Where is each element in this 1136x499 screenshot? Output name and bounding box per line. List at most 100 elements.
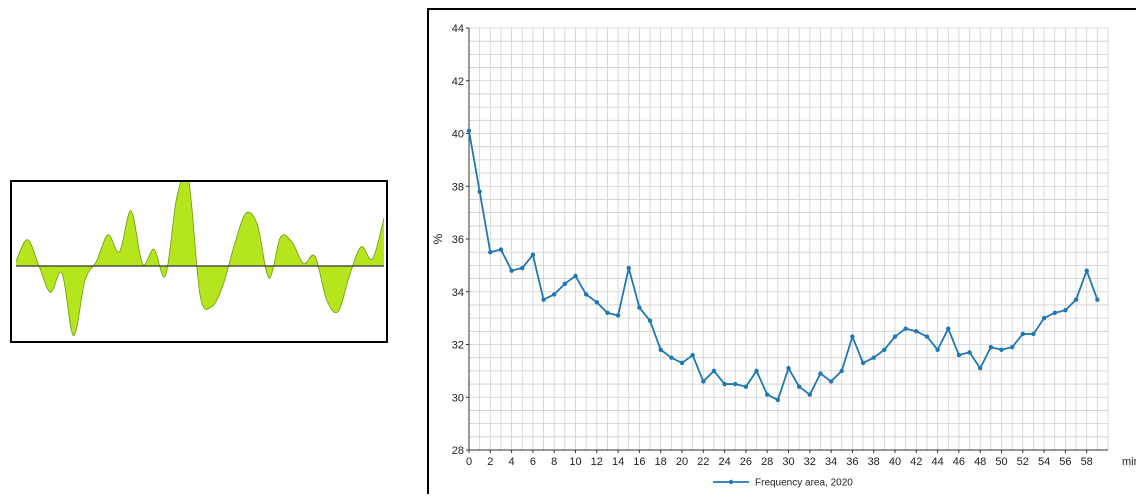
data-point: [765, 392, 769, 396]
data-point: [541, 297, 545, 301]
data-point: [669, 355, 673, 359]
x-tick-label: 2: [487, 456, 493, 468]
data-point: [903, 326, 907, 330]
x-tick-label: 28: [761, 456, 773, 468]
data-point: [488, 250, 492, 254]
x-tick-label: 12: [591, 456, 603, 468]
y-tick-label: 28: [452, 445, 464, 457]
x-tick-label: 58: [1081, 456, 1093, 468]
data-point: [1031, 332, 1035, 336]
data-point: [893, 334, 897, 338]
x-tick-label: 34: [825, 456, 837, 468]
frequency-line-chart: 28 30 32 34 36 38 40 42 44 0 2 4 6 8 10 12 14 16 18 20 22 24 2…: [427, 8, 1136, 494]
data-point: [808, 392, 812, 396]
data-point: [882, 348, 886, 352]
data-point: [659, 348, 663, 352]
x-tick-label: 54: [1038, 456, 1050, 468]
y-tick-label: 42: [452, 76, 464, 88]
data-point: [1010, 345, 1014, 349]
x-tick-label: 52: [1017, 456, 1029, 468]
y-tick-label: 30: [452, 392, 464, 404]
x-tick-label: 48: [974, 456, 986, 468]
data-point: [680, 361, 684, 365]
x-tick-label: 36: [846, 456, 858, 468]
wave-area-fill: [16, 182, 384, 336]
grid-lines: [469, 28, 1108, 450]
data-point: [595, 300, 599, 304]
data-point: [477, 189, 481, 193]
y-tick-label: 40: [452, 129, 464, 141]
x-tick-label: 38: [868, 456, 880, 468]
data-point: [690, 353, 694, 357]
x-tick-label: 30: [782, 456, 794, 468]
data-point: [616, 313, 620, 317]
wave-area-plot: [12, 182, 386, 341]
data-point: [914, 329, 918, 333]
data-point: [967, 350, 971, 354]
x-tick-label: 22: [697, 456, 709, 468]
data-point: [1085, 268, 1089, 272]
x-tick-label: 42: [910, 456, 922, 468]
data-point: [797, 385, 801, 389]
data-point: [786, 366, 790, 370]
data-point: [627, 266, 631, 270]
y-tick-label: 44: [452, 23, 464, 35]
x-axis-label: min: [1122, 456, 1136, 468]
data-point: [637, 305, 641, 309]
data-point: [520, 266, 524, 270]
data-point: [1021, 332, 1025, 336]
data-point: [509, 268, 513, 272]
y-tick-label: 32: [452, 340, 464, 352]
data-point: [946, 326, 950, 330]
x-tick-label: 6: [530, 456, 536, 468]
x-tick-label: 4: [509, 456, 515, 468]
data-point: [872, 355, 876, 359]
wave-area-chart: [10, 180, 388, 343]
data-point: [989, 345, 993, 349]
data-point: [605, 311, 609, 315]
data-point: [531, 253, 535, 257]
data-point: [1063, 308, 1067, 312]
x-tick-label: 16: [633, 456, 645, 468]
data-point: [818, 371, 822, 375]
x-tick-label: 18: [655, 456, 667, 468]
x-tick-label: 10: [569, 456, 581, 468]
x-tick-label: 32: [804, 456, 816, 468]
x-tick-label: 46: [953, 456, 965, 468]
data-point: [840, 369, 844, 373]
data-point: [1095, 297, 1099, 301]
data-point: [935, 348, 939, 352]
x-tick-label: 20: [676, 456, 688, 468]
y-tick-label: 38: [452, 181, 464, 193]
data-point: [999, 348, 1003, 352]
y-tick-label: 36: [452, 234, 464, 246]
y-axis-label: %: [431, 233, 445, 244]
x-tick-label: 50: [995, 456, 1007, 468]
x-tick-label: 44: [931, 456, 943, 468]
data-point: [722, 382, 726, 386]
data-point: [754, 369, 758, 373]
data-point: [573, 274, 577, 278]
data-point: [978, 366, 982, 370]
data-point: [1042, 316, 1046, 320]
data-point: [712, 369, 716, 373]
data-point: [925, 334, 929, 338]
data-point: [648, 319, 652, 323]
data-point: [776, 398, 780, 402]
data-point: [584, 292, 588, 296]
y-tick-label: 34: [452, 287, 464, 299]
data-point: [733, 382, 737, 386]
x-tick-label: 14: [612, 456, 624, 468]
x-tick-label: 24: [718, 456, 730, 468]
data-point: [861, 361, 865, 365]
data-point: [829, 379, 833, 383]
x-tick-label: 40: [889, 456, 901, 468]
data-point: [499, 247, 503, 251]
x-tick-label: 0: [466, 456, 472, 468]
x-tick-label: 8: [551, 456, 557, 468]
data-point: [1074, 297, 1078, 301]
data-point: [850, 334, 854, 338]
data-point: [467, 129, 471, 133]
legend-label: Frequency area, 2020: [755, 478, 853, 489]
data-point: [1053, 311, 1057, 315]
